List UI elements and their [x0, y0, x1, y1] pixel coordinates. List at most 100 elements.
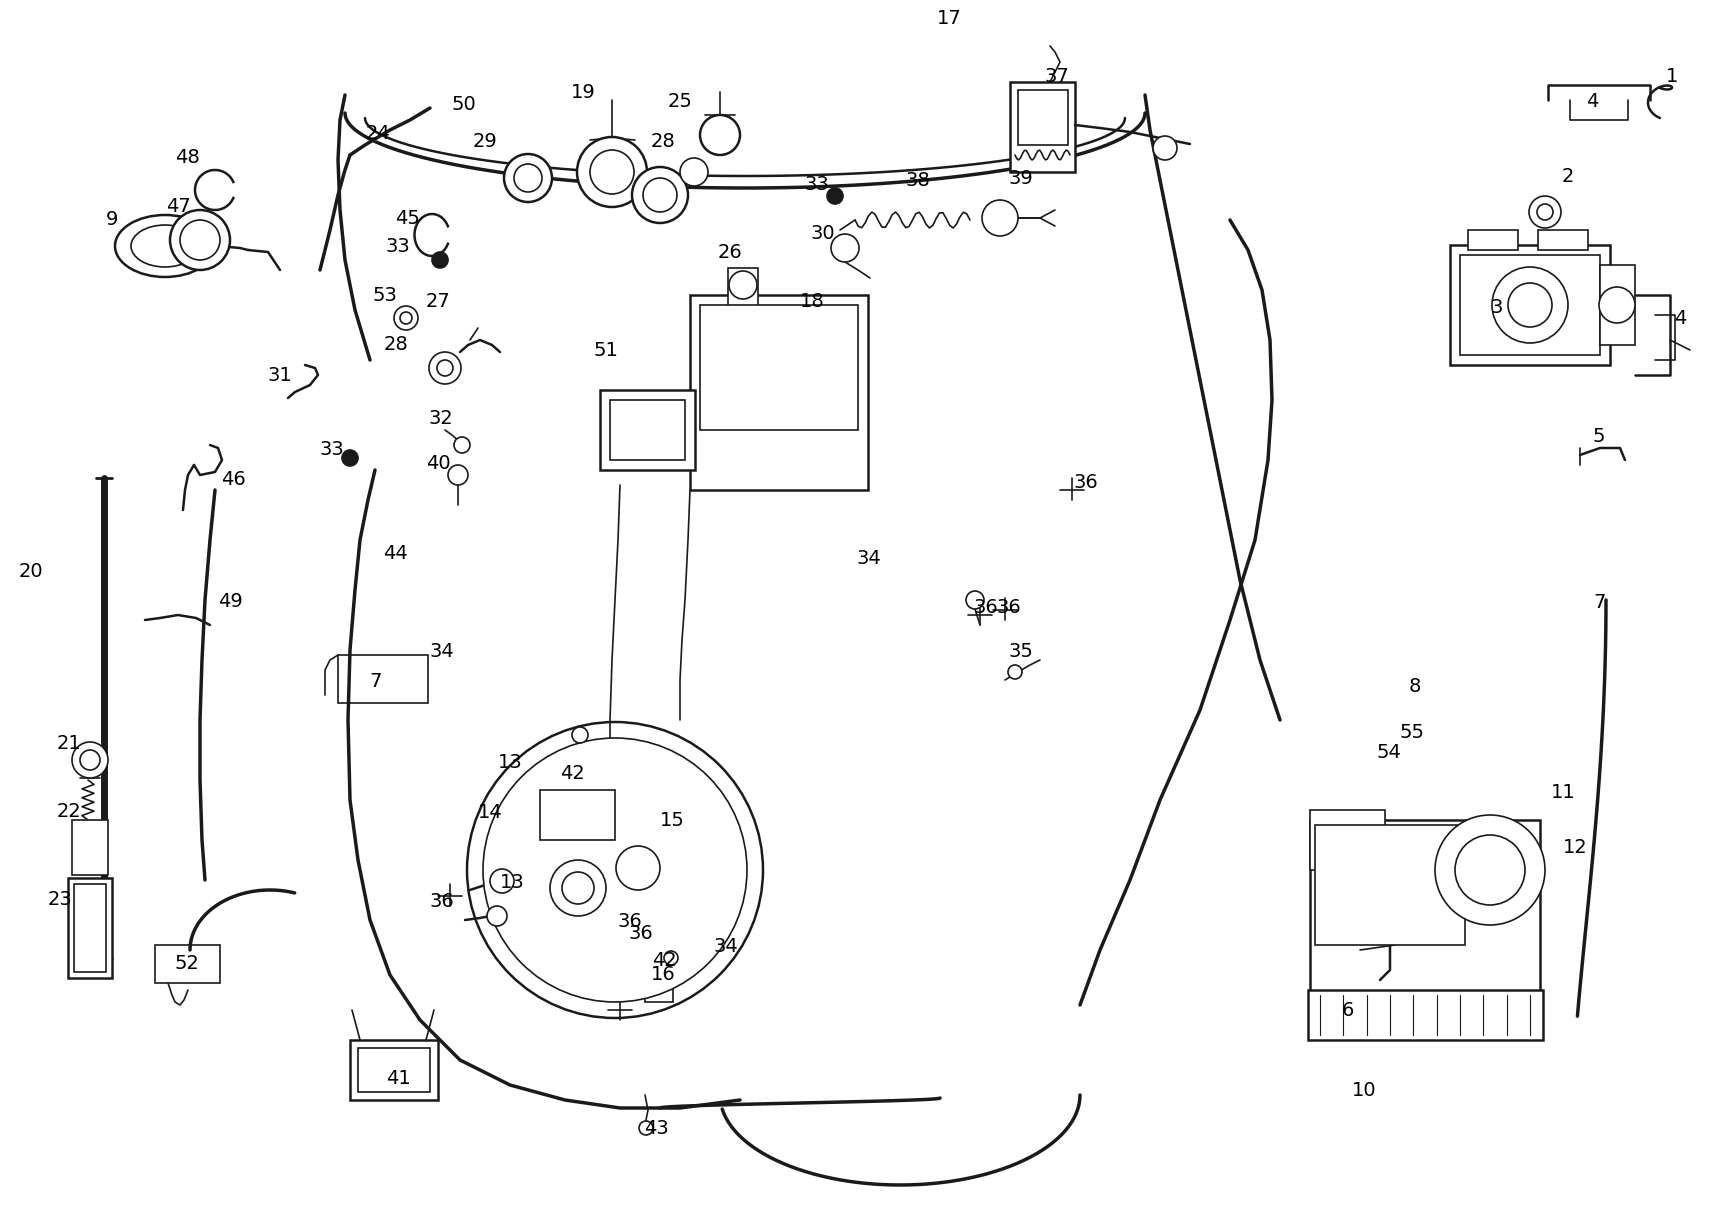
Text: 48: 48: [175, 147, 199, 167]
Text: 47: 47: [166, 196, 190, 215]
Circle shape: [1152, 136, 1176, 160]
Text: 36: 36: [972, 598, 998, 616]
Text: 23: 23: [48, 889, 73, 909]
Text: 42: 42: [559, 764, 585, 782]
Circle shape: [343, 449, 358, 465]
Text: 34: 34: [429, 641, 453, 661]
Bar: [1400, 895, 1450, 930]
Circle shape: [448, 465, 467, 485]
Text: 14: 14: [477, 803, 502, 822]
Circle shape: [180, 220, 220, 260]
Bar: [1467, 230, 1517, 251]
Circle shape: [1455, 835, 1524, 905]
Text: 25: 25: [668, 92, 692, 111]
Text: 21: 21: [57, 733, 81, 753]
Circle shape: [981, 200, 1017, 236]
Circle shape: [576, 138, 647, 208]
Text: 35: 35: [1009, 641, 1033, 661]
Text: 52: 52: [175, 953, 199, 973]
Circle shape: [486, 906, 507, 926]
Text: 55: 55: [1398, 722, 1424, 742]
Circle shape: [1007, 666, 1021, 679]
Text: 33: 33: [320, 440, 344, 458]
Bar: [67, 878, 112, 977]
Circle shape: [394, 306, 417, 330]
Bar: [645, 980, 673, 1002]
Text: 7: 7: [1593, 592, 1605, 612]
Text: 17: 17: [936, 9, 960, 27]
Text: 27: 27: [426, 291, 450, 311]
Text: 51: 51: [593, 340, 618, 360]
Circle shape: [631, 167, 687, 223]
Text: 33: 33: [386, 237, 410, 255]
Circle shape: [638, 1121, 652, 1135]
Circle shape: [616, 846, 659, 890]
Bar: [728, 268, 758, 313]
Circle shape: [1536, 204, 1552, 220]
Bar: [1017, 90, 1067, 145]
Circle shape: [73, 742, 107, 779]
Text: 18: 18: [799, 291, 823, 311]
Bar: [1310, 810, 1384, 869]
Circle shape: [1491, 266, 1567, 343]
Circle shape: [432, 252, 448, 268]
Bar: [1458, 255, 1599, 355]
Text: 36: 36: [996, 598, 1021, 616]
Text: 20: 20: [19, 561, 43, 581]
Circle shape: [1599, 287, 1635, 323]
Text: 4: 4: [1585, 92, 1597, 111]
Text: 13: 13: [497, 753, 522, 771]
Circle shape: [664, 950, 678, 965]
Bar: [73, 820, 107, 876]
Bar: [540, 790, 614, 840]
Circle shape: [590, 150, 633, 194]
Text: 53: 53: [372, 285, 398, 305]
Text: 34: 34: [713, 937, 739, 955]
Text: 42: 42: [650, 950, 676, 969]
Text: 2: 2: [1560, 167, 1573, 185]
Text: 13: 13: [500, 873, 524, 892]
Bar: [609, 400, 685, 460]
Circle shape: [400, 312, 412, 324]
Text: 29: 29: [472, 131, 497, 151]
Circle shape: [699, 115, 739, 155]
Circle shape: [1528, 196, 1560, 228]
Circle shape: [483, 738, 747, 1002]
Text: 24: 24: [365, 124, 391, 142]
Bar: [1538, 230, 1586, 251]
Text: 4: 4: [1673, 308, 1685, 328]
Text: 43: 43: [644, 1119, 668, 1137]
Text: 41: 41: [386, 1068, 410, 1088]
Circle shape: [503, 154, 552, 201]
Text: 16: 16: [650, 964, 675, 984]
Circle shape: [453, 437, 471, 453]
Circle shape: [490, 869, 514, 893]
Text: 28: 28: [384, 334, 408, 354]
Text: 26: 26: [718, 242, 742, 262]
Circle shape: [550, 860, 605, 916]
Text: 38: 38: [905, 171, 929, 189]
Text: 19: 19: [571, 82, 595, 102]
Circle shape: [728, 271, 756, 298]
Circle shape: [642, 178, 676, 212]
Text: 7: 7: [370, 672, 382, 690]
Circle shape: [827, 188, 843, 204]
Bar: [156, 946, 220, 982]
Bar: [358, 1047, 429, 1092]
Text: 37: 37: [1043, 66, 1069, 86]
Circle shape: [555, 795, 583, 822]
Ellipse shape: [114, 215, 215, 278]
Text: 1: 1: [1664, 66, 1676, 86]
Text: 44: 44: [382, 544, 407, 562]
Bar: [1315, 825, 1464, 946]
Text: 32: 32: [429, 409, 453, 427]
Text: 9: 9: [106, 210, 118, 228]
Text: 5: 5: [1592, 426, 1604, 446]
Circle shape: [1434, 815, 1545, 925]
Bar: [699, 305, 858, 430]
Circle shape: [429, 352, 460, 384]
Circle shape: [514, 165, 541, 192]
Circle shape: [571, 727, 588, 743]
Text: 12: 12: [1562, 837, 1586, 856]
Text: 34: 34: [856, 549, 881, 567]
